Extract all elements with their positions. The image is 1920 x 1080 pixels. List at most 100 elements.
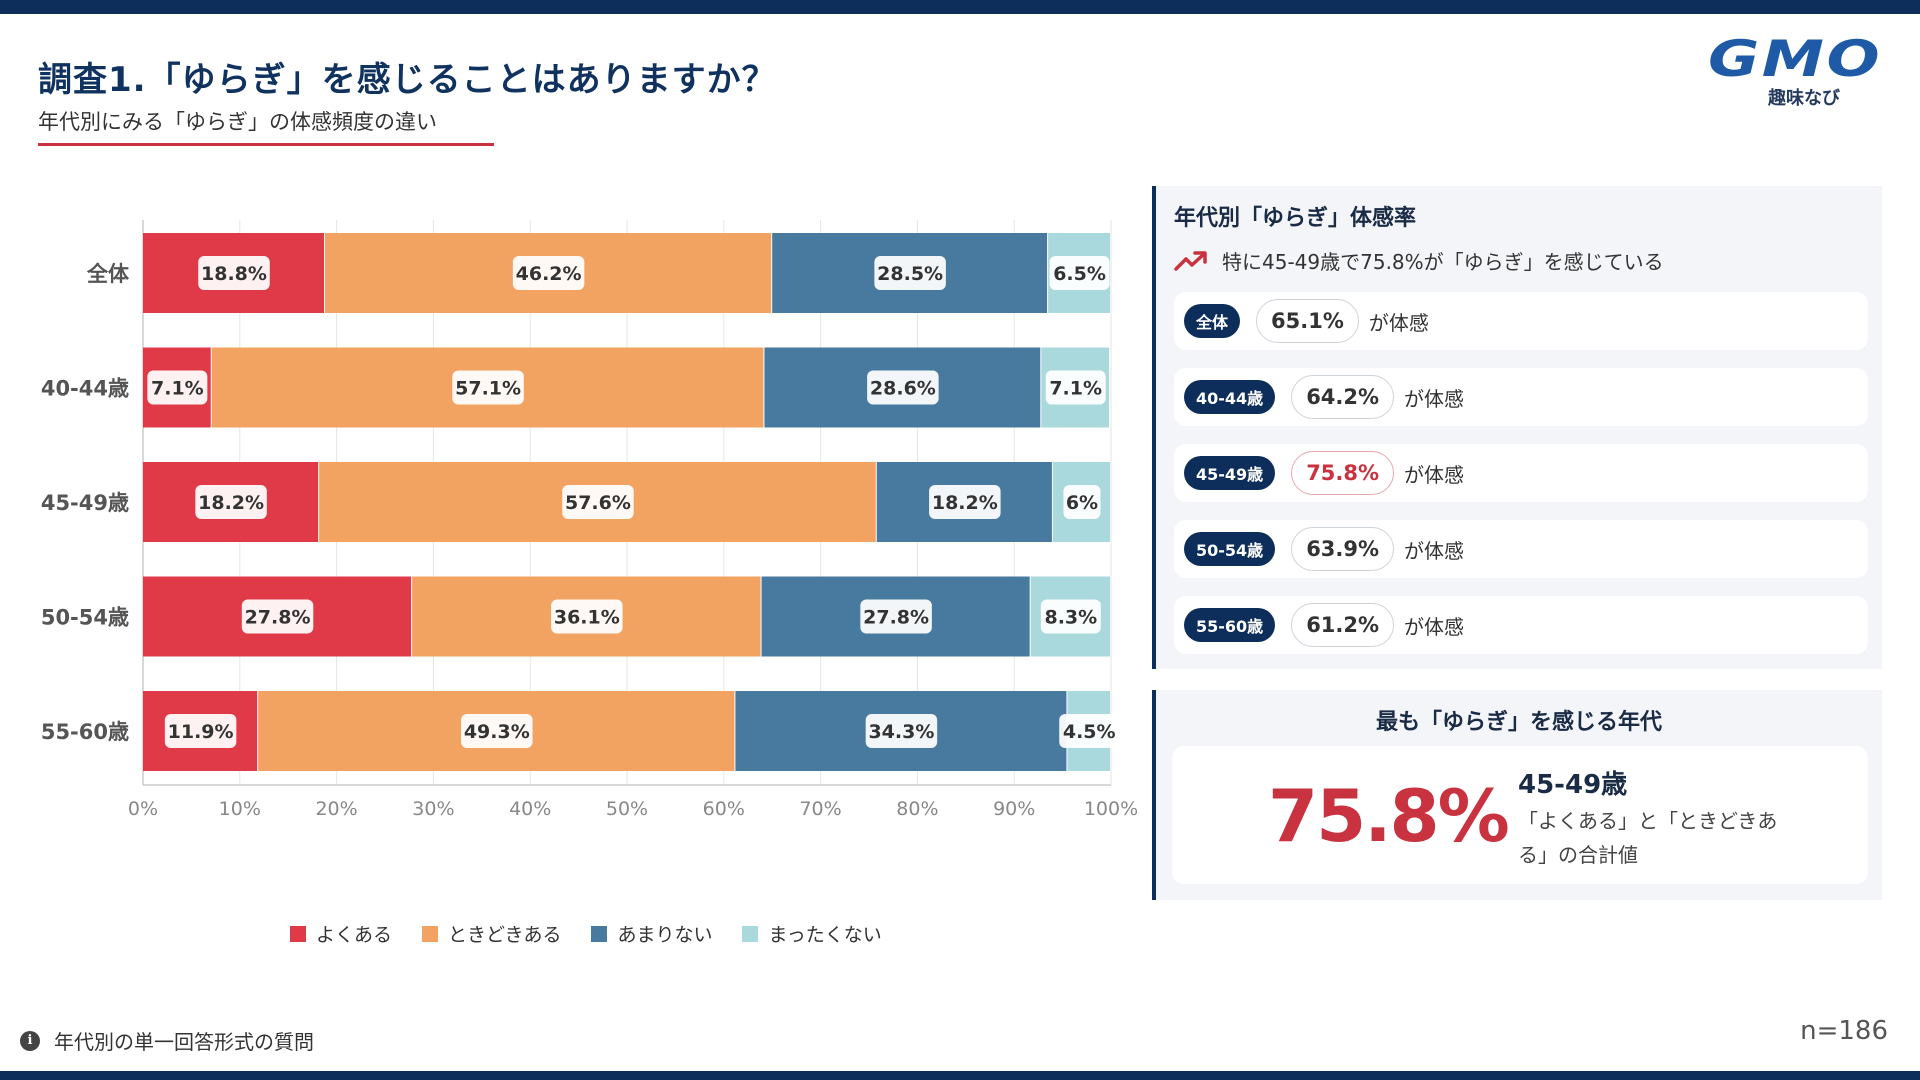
data-label-bg <box>512 256 585 290</box>
data-label-bg <box>860 599 932 634</box>
legend-item-sometimes: ときどきある <box>422 920 561 947</box>
top-age-value: 75.8% <box>1268 774 1510 858</box>
rate-panel-title: 年代別「ゆらぎ」体感率 <box>1174 206 1417 231</box>
data-label: 8.3% <box>1044 607 1097 629</box>
rate-row: 45-49歳 75.8% が体感 <box>1174 444 1868 502</box>
data-label-bg <box>865 714 938 748</box>
x-tick-label: 70% <box>799 798 841 820</box>
data-label: 4.5% <box>1063 721 1116 743</box>
x-tick-label: 0% <box>128 798 158 820</box>
legend-item-often: よくある <box>290 920 392 947</box>
rate-row-badge: 40-44歳 <box>1184 380 1276 414</box>
legend-swatch-rarely <box>591 925 608 942</box>
bottom-bar <box>0 1071 1920 1080</box>
rate-row-value-highlight: 75.8% <box>1291 451 1395 495</box>
data-label: 49.3% <box>464 721 530 743</box>
page-subtitle: 年代別にみる「ゆらぎ」の体感頻度の違い <box>38 110 437 134</box>
legend-swatch-sometimes <box>422 925 439 942</box>
rate-panel: 年代別「ゆらぎ」体感率 特に45-49歳で75.8%が「ゆらぎ」を感じている 全… <box>1152 186 1882 669</box>
data-label-bg <box>461 714 533 748</box>
logo-brand: GMO <box>1708 30 1883 88</box>
rate-row: 40-44歳 64.2% が体感 <box>1174 368 1868 426</box>
rate-row: 55-60歳 61.2% が体感 <box>1174 596 1868 654</box>
x-tick-label: 40% <box>509 798 551 820</box>
data-label: 7.1% <box>151 378 204 400</box>
data-label-bg <box>195 485 267 519</box>
x-tick-label: 30% <box>412 798 454 820</box>
rate-row: 50-54歳 63.9% が体感 <box>1174 520 1868 578</box>
legend-swatch-often <box>290 925 306 942</box>
x-tick-label: 10% <box>219 798 261 820</box>
category-label: 55-60歳 <box>41 720 129 744</box>
gmo-logo: GMO 趣味なび <box>1708 34 1908 110</box>
page-title: 調査1.「ゆらぎ」を感じることはありますか？ <box>38 60 777 100</box>
legend-label-never: まったくない <box>768 924 882 946</box>
info-icon: i <box>20 1030 40 1051</box>
top-age-card: 75.8% 45-49歳 「よくある」と「ときどきある」の合計値 <box>1172 746 1868 884</box>
data-label: 36.1% <box>554 607 620 629</box>
data-label: 34.3% <box>868 721 934 743</box>
rate-row: 全体 65.1% が体感 <box>1174 292 1868 350</box>
data-label-bg <box>1063 485 1101 519</box>
legend-swatch-never <box>742 925 759 942</box>
x-tick-label: 20% <box>315 798 357 820</box>
chart-legend: よくある ときどきある あまりない まったくない <box>290 920 882 947</box>
data-label: 18.8% <box>201 263 267 285</box>
data-label: 11.9% <box>168 721 234 743</box>
trend-up-icon <box>1174 250 1207 271</box>
footer-note-text: 年代別の単一回答形式の質問 <box>54 1030 314 1054</box>
top-age-description: 「よくある」と「ときどきある」の合計値 <box>1518 809 1778 867</box>
category-label: 全体 <box>86 262 130 286</box>
rate-row-badge: 55-60歳 <box>1184 608 1276 642</box>
data-label: 18.2% <box>198 492 264 514</box>
rate-row-suffix: が体感 <box>1404 614 1465 639</box>
data-label-bg <box>551 599 623 634</box>
data-label: 57.1% <box>455 378 521 400</box>
category-label: 45-49歳 <box>41 491 129 515</box>
rate-row-value: 64.2% <box>1291 375 1395 419</box>
rate-row-value: 65.1% <box>1256 299 1359 343</box>
category-label: 50-54歳 <box>41 606 129 630</box>
data-label: 6.5% <box>1053 263 1106 285</box>
data-label: 46.2% <box>516 263 582 285</box>
rate-row-suffix: が体感 <box>1404 386 1465 411</box>
data-label-bg <box>1045 370 1106 405</box>
x-tick-label: 100% <box>1084 798 1138 820</box>
data-label: 6% <box>1066 492 1098 514</box>
data-label-bg <box>929 485 1001 519</box>
rate-row-suffix: が体感 <box>1404 462 1465 487</box>
data-label-bg <box>241 599 314 634</box>
rate-row-value: 61.2% <box>1291 603 1395 647</box>
x-tick-label: 90% <box>993 798 1035 820</box>
subtitle-underline <box>38 143 494 146</box>
data-label-bg <box>164 714 237 748</box>
data-label-bg <box>867 370 939 405</box>
rate-row-suffix: が体感 <box>1404 538 1465 563</box>
data-label: 18.2% <box>932 492 998 514</box>
sample-size: n=186 <box>1800 1016 1888 1046</box>
data-label: 27.8% <box>245 607 311 629</box>
data-label-bg <box>1040 599 1101 634</box>
data-label: 57.6% <box>565 492 631 514</box>
top-age-label: 45-49歳 <box>1518 770 1628 800</box>
data-label: 7.1% <box>1049 378 1102 400</box>
data-label: 28.6% <box>870 378 936 400</box>
x-tick-label: 60% <box>703 798 745 820</box>
data-label-bg <box>874 256 946 290</box>
legend-label-often: よくある <box>316 924 393 946</box>
data-label-bg <box>198 256 270 290</box>
x-tick-label: 80% <box>896 798 938 820</box>
footer-note: i 年代別の単一回答形式の質問 <box>20 1026 314 1055</box>
rate-row-badge: 45-49歳 <box>1184 456 1276 490</box>
data-label-bg <box>147 370 208 405</box>
logo-service: 趣味なび <box>1768 88 1840 109</box>
rate-row-suffix: が体感 <box>1368 310 1429 335</box>
data-label-bg <box>1049 256 1110 290</box>
rate-row-badge: 50-54歳 <box>1184 532 1276 566</box>
rate-row-badge: 全体 <box>1184 304 1241 338</box>
legend-item-never: まったくない <box>742 920 882 947</box>
trend-text: 特に45-49歳で75.8%が「ゆらぎ」を感じている <box>1222 250 1664 274</box>
top-age-panel: 最も「ゆらぎ」を感じる年代 75.8% 45-49歳 「よくある」と「ときどきあ… <box>1152 690 1882 900</box>
rate-panel-trend: 特に45-49歳で75.8%が「ゆらぎ」を感じている <box>1174 246 1664 275</box>
category-label: 40-44歳 <box>41 377 129 401</box>
